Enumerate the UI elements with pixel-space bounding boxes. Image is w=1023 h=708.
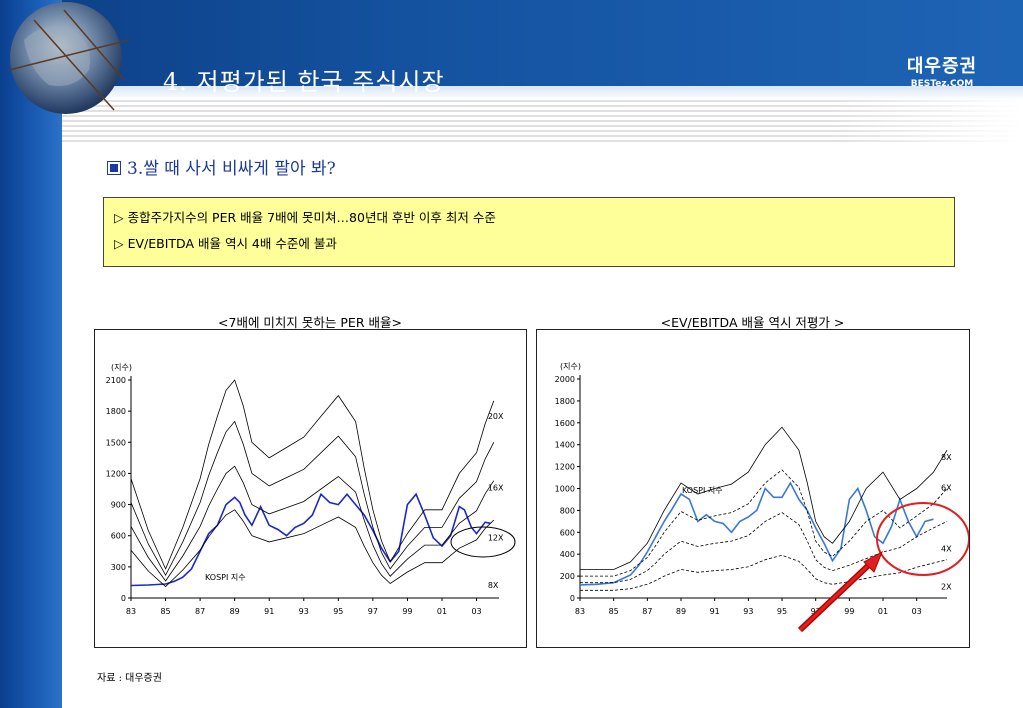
x-tick-label: 93 [299,607,309,616]
y-tick-label: 600 [111,532,126,541]
band-label: 8X [488,581,499,590]
x-tick-label: 83 [575,607,585,616]
source-note: 자료 : 대우증권 [97,673,162,684]
x-tick-label: 85 [609,607,619,616]
summary-line: ▷ 종합주가지수의 PER 배율 7배에 못미쳐…80년대 후반 이후 최저 수… [114,210,496,225]
y-tick-label: 400 [560,550,575,559]
highlight-ellipse [450,526,516,558]
y-axis-label: (지수) [560,362,581,371]
square-bullet-icon [107,161,121,175]
band-series-line [580,512,948,584]
subtitle-text: 3.쌀 때 사서 비싸게 팔아 봐? [127,159,336,179]
y-tick-label: 0 [121,594,126,603]
x-tick-label: 03 [471,607,481,616]
band-series-line [580,554,948,591]
y-tick-label: 800 [560,506,575,515]
band-label: 20X [488,412,504,421]
y-tick-label: 600 [560,528,575,537]
section-subtitle: 3.쌀 때 사서 비싸게 팔아 봐? [107,154,336,179]
per-chart: 0 300 600 900 1200 1500 1800 2100 83 85 87 89 91 93 95… [106,363,516,616]
red-arrow-icon [797,550,883,633]
y-tick-label: 900 [111,501,126,510]
series-annotation: KOSPI 지수 [682,486,723,495]
x-tick-label: 03 [912,607,922,616]
y-tick-label: 200 [560,572,575,581]
kospi-series-line [130,492,491,587]
company-logo: 대우증권 BESTez.COM [892,52,992,89]
chart-title-per: <7배에 미치지 못하는 PER 배율> [218,315,402,330]
summary-box: ▷ 종합주가지수의 PER 배율 7배에 못미쳐…80년대 후반 이후 최저 수… [103,197,955,267]
series-annotation: KOSPI 지수 [205,573,246,582]
band-series-line [580,469,948,577]
logo-sub-text: BESTez.COM [910,79,974,89]
y-tick-label: 1400 [555,441,575,450]
x-tick-label: 87 [642,607,652,616]
ev-ebitda-chart-frame: 0 200 400 600 800 1000 1200 1400 1600 1800 2000 83 8… [536,329,970,648]
band-series-line [130,465,495,582]
band-label: 6X [941,484,952,493]
x-tick-label: 95 [333,607,343,616]
band-label: 16X [488,483,504,492]
left-sidebar-bar [0,0,62,708]
header-band-highlight [60,86,1023,100]
y-tick-label: 1800 [555,397,575,406]
y-tick-label: 1600 [555,419,575,428]
x-tick-label: 89 [676,607,686,616]
x-tick-label: 83 [126,607,136,616]
chart-title-ev-ebitda: <EV/EBITDA 배율 역시 저평가 > [660,315,845,330]
x-tick-label: 99 [844,607,854,616]
band-label: 4X [941,544,952,553]
y-axis-label: (지수) [111,363,132,372]
x-tick-label: 89 [230,607,240,616]
summary-line: ▷ EV/EBITDA 배율 역시 4배 수준에 불과 [114,236,337,251]
logo-main-text: 대우증권 [906,56,978,77]
globe-icon [8,2,130,114]
per-chart-frame: 0 300 600 900 1200 1500 1800 2100 83 85 87 89 91 93 95… [94,329,527,648]
x-tick-label: 91 [710,607,720,616]
band-series-line [130,420,495,577]
band-label: 8X [941,453,952,462]
x-tick-label: 85 [160,607,170,616]
x-tick-label: 99 [402,607,412,616]
band-series-line [580,426,948,570]
x-tick-label: 01 [878,607,888,616]
y-tick-label: 2100 [106,376,126,385]
kospi-series-line [579,481,934,586]
x-tick-label: 87 [195,607,205,616]
highlight-ellipse [876,502,970,576]
band-label: 2X [941,583,952,592]
y-tick-label: 2000 [555,375,575,384]
header-stripes [62,100,1023,142]
band-series-line [130,509,495,588]
page-title: 4. 저평가된 한국 주식시장 [163,68,445,96]
band-label: 12X [488,534,504,543]
band-series-line [130,379,495,570]
x-tick-label: 91 [264,607,274,616]
y-tick-label: 0 [570,594,575,603]
y-tick-label: 1200 [555,463,575,472]
y-tick-label: 1000 [555,485,575,494]
y-tick-label: 1500 [106,438,126,447]
x-tick-label: 01 [437,607,447,616]
y-tick-label: 1800 [106,407,126,416]
ev-ebitda-chart: 0 200 400 600 800 1000 1200 1400 1600 1800 2000 83 8… [555,362,970,616]
y-tick-label: 300 [111,563,126,572]
x-tick-label: 93 [743,607,753,616]
header-band [0,0,1023,100]
y-tick-label: 1200 [106,469,126,478]
x-tick-label: 95 [777,607,787,616]
x-tick-label: 97 [368,607,378,616]
